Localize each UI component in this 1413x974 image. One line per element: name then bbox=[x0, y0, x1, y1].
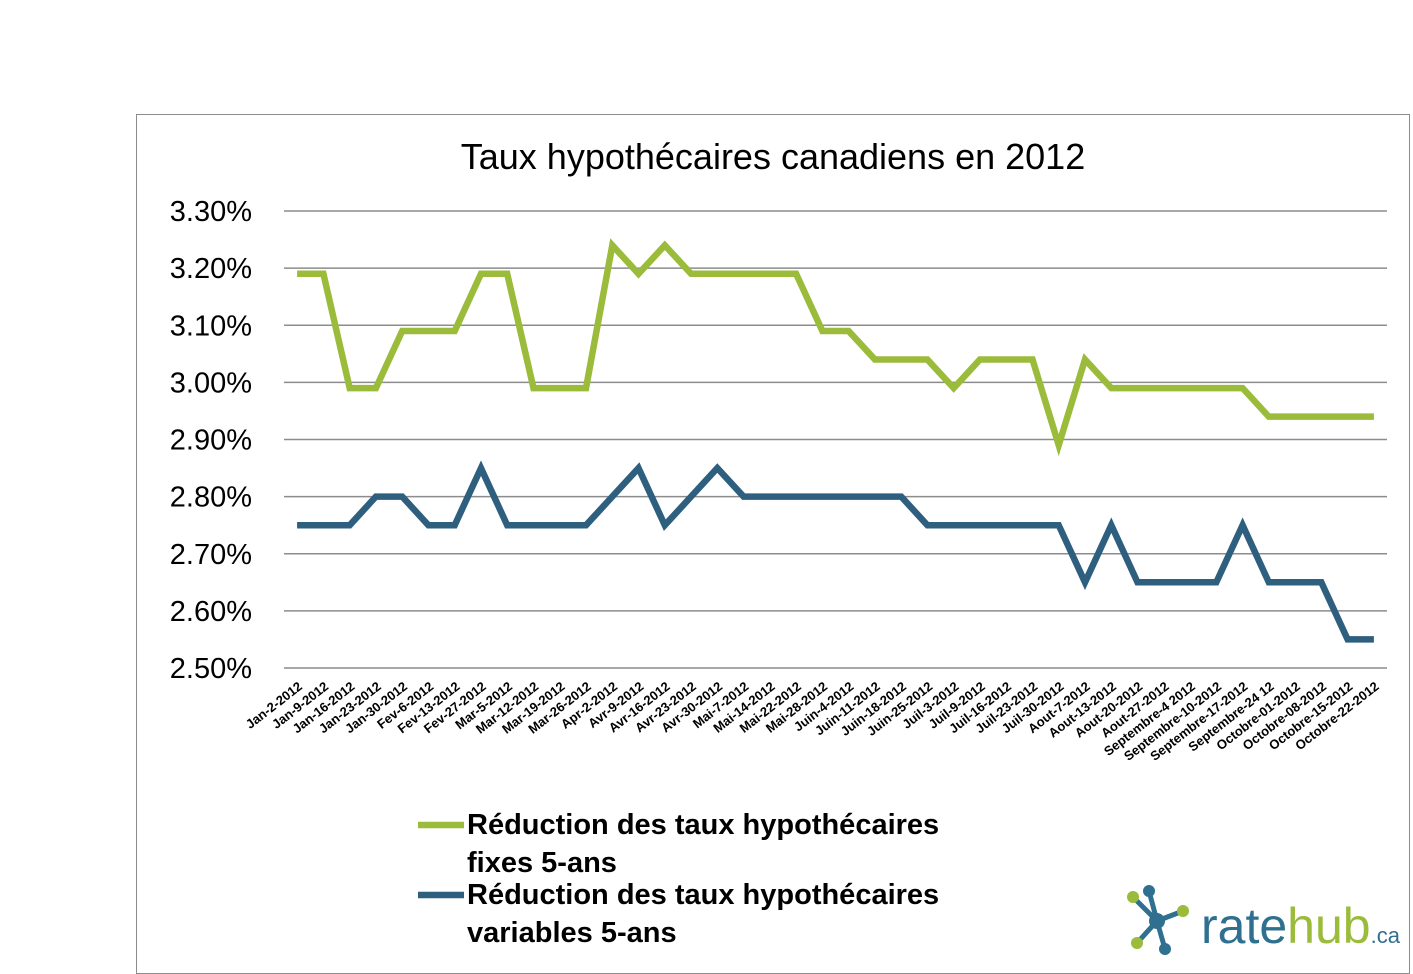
y-tick-label: 2.60% bbox=[170, 596, 252, 628]
y-tick-label: 2.90% bbox=[170, 425, 252, 457]
legend-entry: Réduction des taux hypothécaires variable… bbox=[467, 879, 939, 949]
y-tick-label: 3.00% bbox=[170, 367, 252, 399]
molecule-icon bbox=[1127, 885, 1189, 955]
logo-text-hub: hub bbox=[1287, 898, 1370, 954]
y-tick-label: 2.80% bbox=[170, 482, 252, 514]
y-tick-label: 3.10% bbox=[170, 310, 252, 342]
svg-text:ratehub.ca: ratehub.ca bbox=[1201, 898, 1401, 954]
series-lines bbox=[297, 238, 1374, 643]
x-axis-ticks: Jan-2-2012Jan-9-2012Jan-16-2012Jan-23-20… bbox=[243, 679, 1382, 764]
logo-text-rate: rate bbox=[1201, 898, 1287, 954]
legend: Réduction des taux hypothécaires fixes 5-… bbox=[418, 809, 939, 949]
y-tick-label: 2.70% bbox=[170, 539, 252, 571]
ratehub-logo: ratehub.ca bbox=[1127, 885, 1401, 955]
series-line-variable bbox=[297, 460, 1374, 643]
chart-frame: Taux hypothécaires canadiens en 2012 3.3… bbox=[136, 114, 1410, 974]
logo-text-ca: .ca bbox=[1371, 923, 1401, 948]
chart-title: Taux hypothécaires canadiens en 2012 bbox=[461, 136, 1085, 177]
y-axis-ticks: 3.30% 3.20% 3.10% 3.00% 2.90% 2.80% 2.70% 2.60%… bbox=[170, 196, 252, 685]
y-tick-label: 2.50% bbox=[170, 653, 252, 685]
legend-entry: Réduction des taux hypothécaires fixes 5-… bbox=[467, 809, 939, 879]
series-line-fixed bbox=[297, 238, 1374, 457]
line-chart: Taux hypothécaires canadiens en 2012 3.3… bbox=[170, 136, 1401, 955]
gridlines bbox=[284, 210, 1387, 669]
y-tick-label: 3.20% bbox=[170, 253, 252, 285]
y-tick-label: 3.30% bbox=[170, 196, 252, 228]
